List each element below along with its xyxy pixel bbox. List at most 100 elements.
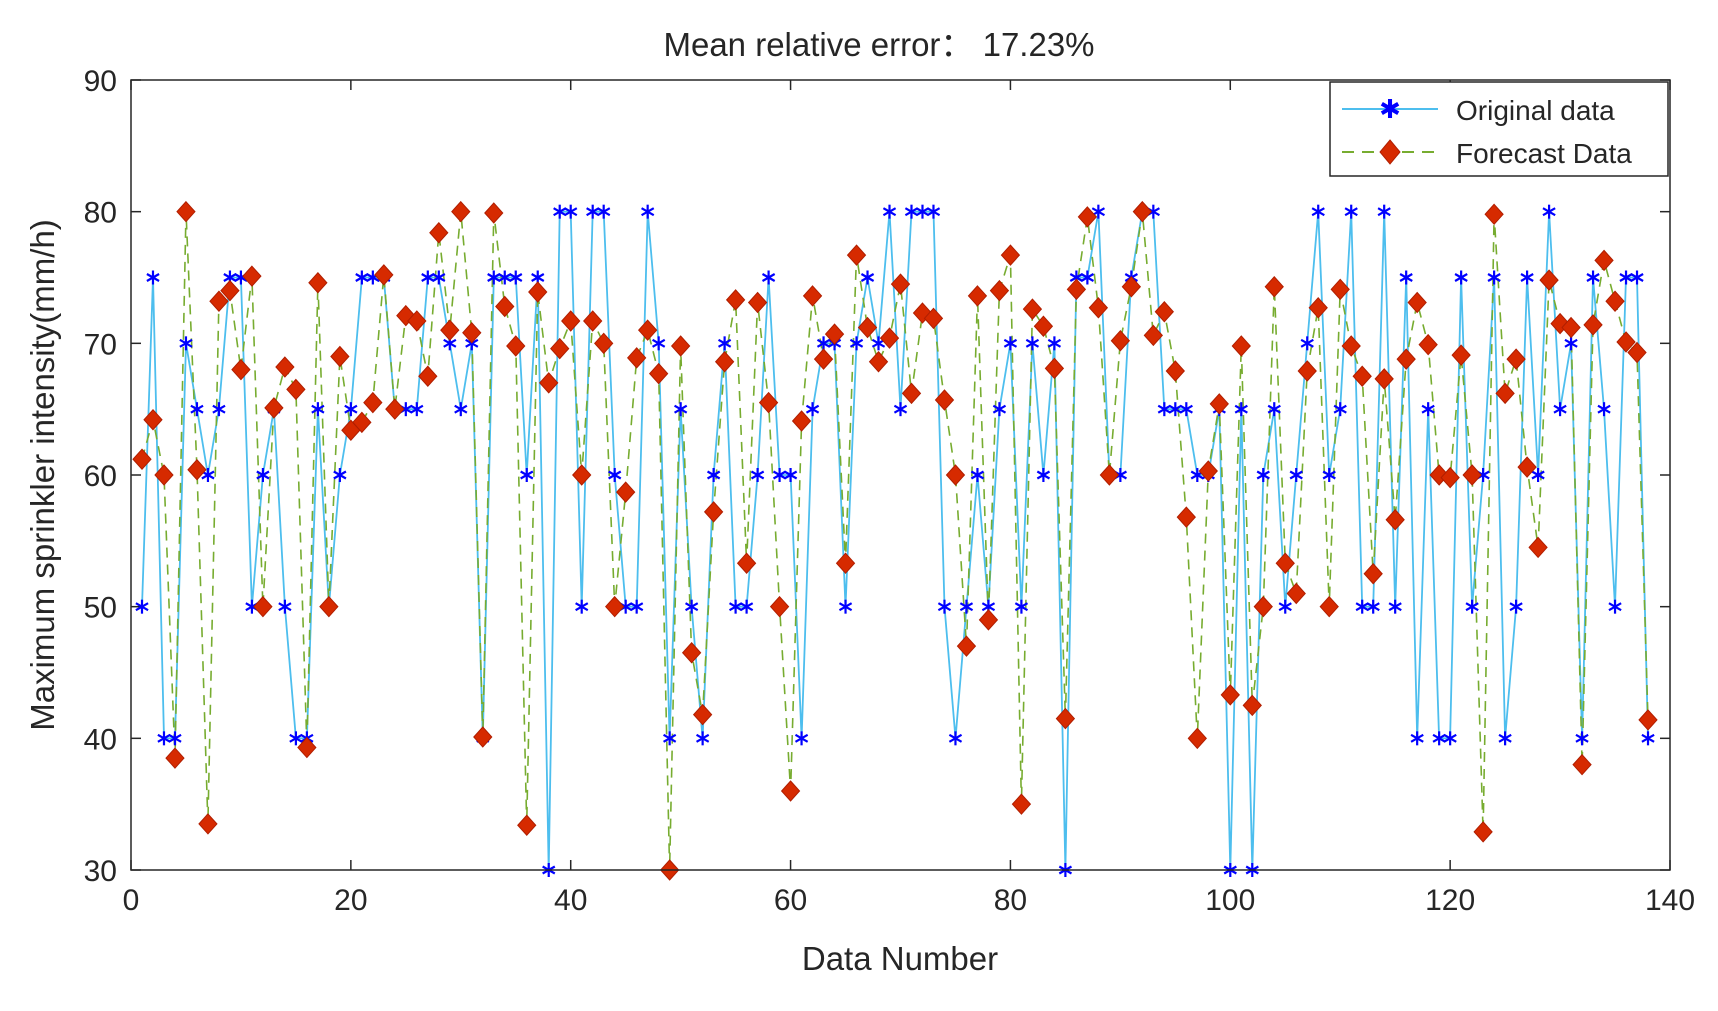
forecast-data-point <box>1275 552 1295 574</box>
forecast-data-point <box>1308 297 1328 319</box>
forecast-data-point <box>1440 466 1460 489</box>
legend-marker-forecast <box>1379 139 1401 165</box>
original-data-point <box>1355 599 1369 614</box>
forecast-data-point <box>176 200 196 223</box>
forecast-data-point <box>1451 344 1471 366</box>
forecast-data-point <box>692 703 713 726</box>
original-data-point <box>882 204 897 219</box>
original-data-point <box>1454 270 1468 285</box>
forecast-data-point <box>1220 684 1240 706</box>
original-data-point <box>1289 468 1303 482</box>
original-data-point <box>1509 599 1523 614</box>
forecast-data-point <box>648 362 669 385</box>
original-data-point <box>1267 402 1281 417</box>
x-tick-label: 80 <box>994 884 1027 917</box>
original-data-point <box>674 402 688 417</box>
original-data-point <box>652 336 666 351</box>
original-data-point <box>1278 599 1292 614</box>
original-data-point <box>893 402 908 417</box>
x-tick-label: 40 <box>554 884 587 917</box>
forecast-data-point <box>1286 582 1306 605</box>
original-data-point <box>1597 402 1611 417</box>
original-data-point <box>1036 468 1051 482</box>
forecast-data-point <box>1374 368 1394 390</box>
original-data-point <box>432 270 446 285</box>
original-data-point <box>1234 402 1248 417</box>
original-data-point <box>1641 731 1655 746</box>
original-data-point <box>146 270 160 285</box>
original-data-point <box>1322 468 1336 482</box>
original-data-point <box>1388 599 1402 614</box>
forecast-data-point <box>1330 278 1350 301</box>
forecast-data-point <box>462 322 482 344</box>
series-layer <box>132 200 1658 881</box>
original-data-point <box>860 270 875 285</box>
forecast-data-point <box>220 279 240 302</box>
forecast-data-point <box>681 642 702 664</box>
original-data-point <box>805 402 820 417</box>
original-data-point <box>926 204 941 219</box>
original-data-point <box>520 468 534 482</box>
original-data-point <box>630 599 644 614</box>
forecast-data-point <box>1066 278 1087 301</box>
forecast-data-point <box>1253 595 1273 618</box>
forecast-data-point <box>583 310 603 332</box>
original-data-point <box>498 270 512 285</box>
original-data-point <box>608 468 622 482</box>
forecast-data-point <box>1022 298 1043 320</box>
original-data-point <box>1344 204 1358 219</box>
forecast-data-point <box>1011 793 1032 815</box>
original-data-point <box>157 731 171 746</box>
forecast-data-point <box>1605 290 1625 312</box>
forecast-data-point <box>484 202 504 224</box>
original-data-point <box>816 336 831 351</box>
original-data-point <box>256 468 270 482</box>
forecast-data-point <box>1121 275 1142 298</box>
original-data-point <box>684 599 699 614</box>
forecast-data-point <box>1495 382 1515 405</box>
y-tick-label: 30 <box>84 855 117 888</box>
original-data-point <box>1366 599 1380 614</box>
original-data-point <box>1575 731 1589 746</box>
original-data-point <box>1410 731 1424 746</box>
original-data-point <box>1047 336 1062 351</box>
forecast-data-point <box>1000 244 1021 266</box>
original-data-point <box>750 468 765 482</box>
original-data-point <box>1377 204 1391 219</box>
forecast-data-point <box>242 265 262 287</box>
x-tick-label: 100 <box>1205 884 1255 917</box>
forecast-data-point <box>725 289 746 311</box>
forecast-data-point <box>550 337 570 360</box>
forecast-data-point <box>506 335 526 357</box>
y-axis-ticks: 30 40 50 60 70 80 90 <box>84 65 1670 888</box>
forecast-data-point <box>561 310 581 332</box>
y-tick-label: 60 <box>84 460 117 493</box>
forecast-data-point <box>1528 536 1548 559</box>
forecast-data-point <box>736 552 757 574</box>
original-data-point <box>1080 270 1095 285</box>
original-data-point <box>1399 270 1413 285</box>
original-data-point <box>1179 402 1193 417</box>
original-data-point <box>179 336 193 351</box>
original-data-point <box>992 402 1007 417</box>
original-data-point <box>849 336 864 351</box>
forecast-data-point <box>1143 324 1164 347</box>
y-tick-label: 70 <box>84 328 117 361</box>
forecast-data-point <box>747 291 768 314</box>
original-data-point <box>454 402 468 417</box>
forecast-data-point <box>824 323 845 345</box>
forecast-data-point <box>594 332 614 355</box>
chart-title: Mean relative error： 17.23% <box>663 26 1094 63</box>
x-tick-label: 120 <box>1425 884 1475 917</box>
forecast-data-point <box>670 335 691 357</box>
legend: ✱ Original data Forecast Data <box>1329 81 1669 177</box>
legend-label-forecast: Forecast Data <box>1456 138 1632 169</box>
y-tick-label: 80 <box>84 197 117 230</box>
forecast-data-point <box>1209 393 1229 415</box>
original-data-point <box>1608 599 1622 614</box>
original-data-point <box>717 336 732 351</box>
forecast-data-point <box>758 391 779 414</box>
x-tick-label: 60 <box>774 884 807 917</box>
original-data-point <box>695 731 710 746</box>
forecast-data-point <box>1385 509 1405 531</box>
